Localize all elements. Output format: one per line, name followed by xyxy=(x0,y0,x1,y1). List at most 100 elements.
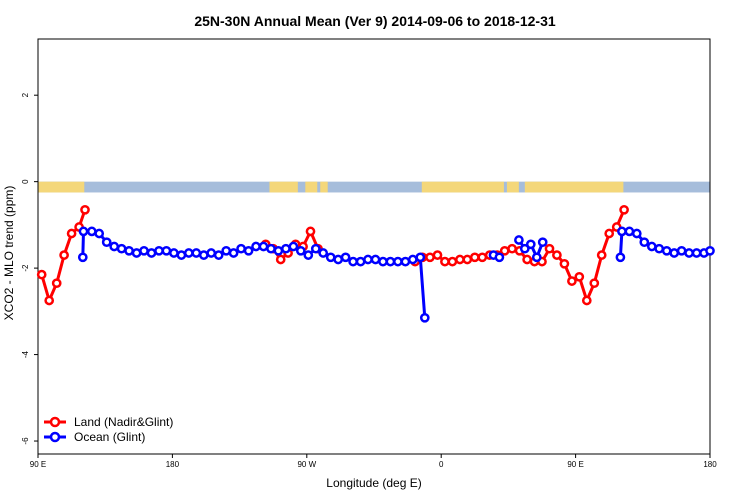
data-point xyxy=(432,250,443,260)
data-point xyxy=(684,248,694,258)
data-point xyxy=(258,241,269,252)
y-axis-label: XCO2 - MLO trend (ppm) xyxy=(2,186,16,321)
data-point xyxy=(124,245,134,256)
land-segment xyxy=(269,181,298,193)
data-point xyxy=(318,248,329,258)
data-point xyxy=(116,243,127,254)
data-point xyxy=(94,228,105,239)
data-point xyxy=(146,248,157,258)
data-point xyxy=(44,295,55,306)
data-point xyxy=(400,256,411,267)
data-point xyxy=(370,254,381,265)
data-point xyxy=(604,228,615,239)
data-point xyxy=(617,226,627,237)
x-axis: 90 E 180 90 W 0 90 E 180 xyxy=(30,454,717,469)
data-point xyxy=(78,226,89,237)
data-point xyxy=(646,241,657,252)
data-point xyxy=(273,245,284,256)
land-segment xyxy=(305,181,318,193)
data-point xyxy=(393,256,403,267)
data-point xyxy=(221,245,232,256)
data-point xyxy=(80,204,90,215)
x-tick-label: 90 E xyxy=(567,460,583,469)
legend-label-ocean: Ocean (Glint) xyxy=(74,430,145,444)
data-point xyxy=(131,248,142,258)
data-point xyxy=(415,252,426,263)
data-point xyxy=(198,250,209,260)
data-point xyxy=(275,254,286,265)
data-point xyxy=(425,252,435,263)
data-point xyxy=(522,254,532,265)
land-segment xyxy=(421,181,504,193)
data-point xyxy=(691,248,702,258)
x-tick-label: 90 W xyxy=(297,460,316,469)
data-point xyxy=(477,252,488,263)
data-point xyxy=(507,243,517,254)
data-point xyxy=(66,228,77,239)
data-point xyxy=(77,252,88,263)
data-point xyxy=(462,254,473,265)
data-point xyxy=(36,269,47,280)
data-point xyxy=(519,243,530,254)
data-point xyxy=(537,237,548,248)
data-point xyxy=(348,256,358,267)
data-point xyxy=(109,241,120,252)
legend: Land (Nadir&Glint) Ocean (Glint) xyxy=(44,415,173,444)
data-point xyxy=(531,252,542,263)
data-point xyxy=(236,243,246,254)
legend-marker-land xyxy=(49,416,61,428)
data-point xyxy=(615,252,626,263)
data-point xyxy=(385,256,396,267)
data-point xyxy=(654,243,665,254)
data-point xyxy=(86,226,97,237)
data-point xyxy=(514,235,524,245)
data-point xyxy=(447,256,458,267)
data-point xyxy=(59,250,69,260)
data-point xyxy=(676,245,687,256)
y-tick-label: 2 xyxy=(21,92,30,97)
data-point xyxy=(206,248,217,258)
data-point xyxy=(251,241,261,252)
data-point xyxy=(499,245,510,256)
legend-label-land: Land (Nadir&Glint) xyxy=(74,415,173,429)
data-point xyxy=(310,243,321,254)
data-point xyxy=(288,241,299,252)
data-point xyxy=(440,256,450,267)
y-tick-label: -2 xyxy=(21,264,30,272)
y-tick-label: -4 xyxy=(21,350,30,358)
data-point xyxy=(455,254,465,265)
data-point xyxy=(552,250,562,260)
data-point xyxy=(494,252,505,263)
data-point xyxy=(169,248,179,258)
data-point xyxy=(363,254,373,265)
y-axis: 2 0 -2 -4 -6 xyxy=(21,92,38,445)
data-point xyxy=(639,237,650,248)
data-point xyxy=(407,254,418,265)
data-point xyxy=(154,245,164,256)
data-point xyxy=(705,245,715,256)
y-tick-label: 0 xyxy=(21,179,30,184)
data-point xyxy=(419,312,430,323)
ocean-strip xyxy=(38,181,710,193)
data-point xyxy=(213,250,224,260)
series-ocean xyxy=(77,226,715,323)
data-point xyxy=(581,295,592,306)
data-point xyxy=(340,252,351,263)
data-point xyxy=(228,248,239,258)
land-segment xyxy=(320,181,328,193)
data-point xyxy=(139,245,149,256)
data-point xyxy=(596,250,607,260)
data-point xyxy=(669,248,680,258)
data-point xyxy=(619,204,629,215)
land-ocean-strip xyxy=(38,181,710,193)
plot-frame xyxy=(37,38,711,455)
data-point xyxy=(101,237,112,248)
data-point xyxy=(161,245,172,256)
y-tick-label: -6 xyxy=(21,437,30,445)
data-point xyxy=(574,271,585,282)
legend-marker-ocean xyxy=(49,431,61,443)
land-segment xyxy=(506,181,519,193)
data-point xyxy=(305,226,316,237)
land-segment xyxy=(38,181,85,193)
